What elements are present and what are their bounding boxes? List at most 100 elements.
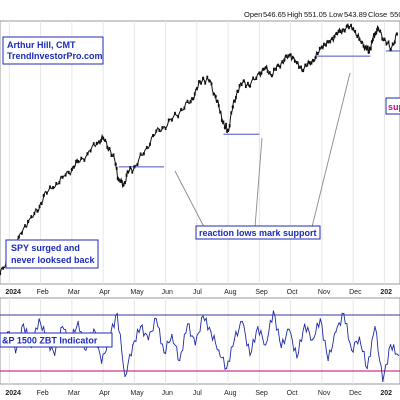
price-bar [217,104,220,108]
price-bar [200,81,202,85]
ohlc-low-label: Low [329,10,343,19]
support-lines [118,50,400,168]
price-point [151,134,155,137]
price-bar [298,65,300,69]
price-bar [115,166,118,170]
price-bar [106,145,109,149]
indicator-point [163,352,165,354]
indicator-point [304,323,306,325]
price-point [122,183,125,187]
price-bar [279,65,282,69]
price-point [289,53,292,57]
price-bar [306,63,309,67]
indicator-point [311,339,314,341]
price-bar [49,185,51,189]
price-point [180,108,183,111]
price-point [389,48,392,51]
price-point [70,168,74,171]
price-bar [329,40,332,44]
price-point [17,235,20,239]
price-point [0,272,2,275]
x-tick-label: May [130,289,144,296]
x-tick-label: Dec [349,390,362,397]
price-bar [136,162,139,167]
price-bar [268,71,271,75]
x-tick-label: Apr [99,289,111,296]
author-name: Arthur Hill, CMT [7,40,76,50]
left-note-line2: never looksed back [11,255,96,265]
ohlc-close-label: Close [368,10,387,19]
indicator-point [327,359,329,362]
indicator-point [343,313,345,315]
price-point [61,176,64,179]
price-bar [372,37,374,42]
price-bar [131,170,134,174]
price-point [308,61,311,64]
price-bar [119,179,122,183]
price-bar [228,124,231,128]
callout-line-3 [311,72,351,228]
indicator-point [93,328,95,330]
price-bar [125,173,128,177]
indicator-label-box: &P 1500 ZBT Indicator [0,332,113,348]
price-bar [310,61,313,65]
price-bar [73,165,75,169]
ohlc-open-value: 546.65 [263,10,286,19]
author-box-frame [2,36,104,65]
price-bar [285,54,288,58]
author-box: Arthur Hill, CMT TrendInvestorPro.com [2,36,104,65]
price-bar [240,82,243,87]
center-note: reaction lows mark support [199,228,317,238]
x-tick-label: Jun [162,390,173,397]
price-bar [391,42,394,46]
indicator-point [140,326,142,328]
ohlc-header: Open 546.65 High 551.05 Low 543.89 Close… [244,10,400,19]
price-point [395,32,399,36]
price-bar [83,158,86,162]
indicator-point [61,326,64,328]
price-bar [120,179,123,184]
indicator-point [171,333,173,336]
price-point [26,220,30,223]
price-bar [2,266,5,270]
price-point [320,45,324,49]
price-bar [24,224,26,228]
price-bar [98,140,100,144]
price-bar [92,142,95,146]
price-point [219,110,222,114]
price-point [189,100,192,103]
x-tick-label: Feb [37,390,49,397]
right-note-frame [385,97,400,115]
price-point [95,142,99,145]
price-point [326,40,330,44]
x-tick-label: Jun [162,289,173,296]
price-bar [275,67,277,71]
indicator-point [38,318,40,320]
price-bar [38,204,41,209]
price-bar [198,80,200,84]
price-bar [316,51,319,56]
price-point [383,38,386,41]
price-bar [204,81,207,85]
price-point [314,56,317,59]
x-tick-label: Apr [99,390,111,397]
price-point [214,95,217,98]
price-bar [129,166,132,170]
x-tick-label: Aug [224,390,237,397]
price-point [42,194,45,197]
indicator-point [202,315,204,317]
price-point [242,79,245,83]
center-note-frame [195,225,321,240]
price-bar [80,156,83,160]
price-point [283,58,286,62]
price-bar [116,176,119,181]
indicator-point [390,344,392,346]
price-bar [30,215,33,219]
price-bar [312,59,315,63]
x-tick-label: Jul [193,390,202,397]
price-bar [186,99,189,103]
price-point [364,45,367,49]
indicator-point [335,331,337,333]
price-bar [64,173,67,177]
price-bar [273,67,275,71]
